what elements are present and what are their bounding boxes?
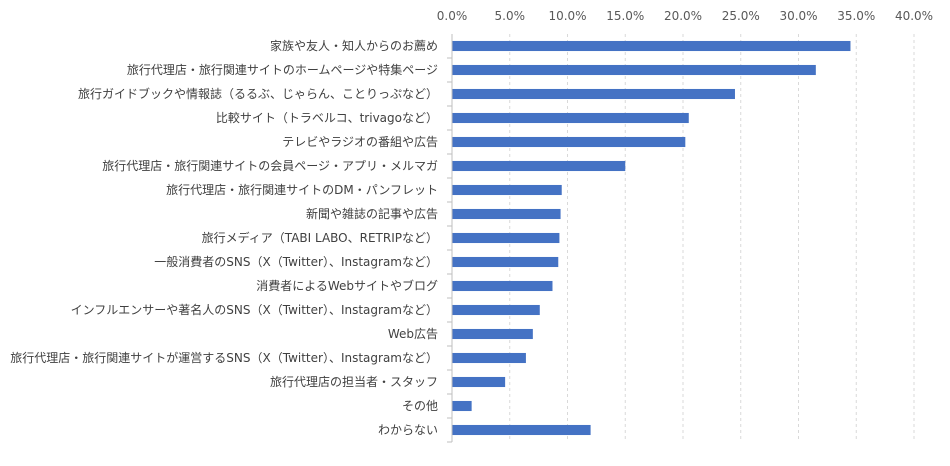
x-tick-label: 40.0% — [895, 9, 933, 23]
bar — [452, 352, 526, 364]
x-tick-label: 35.0% — [837, 9, 875, 23]
bar — [452, 400, 472, 412]
category-label: 旅行代理店・旅行関連サイトの会員ページ・アプリ・メルマガ — [102, 159, 438, 173]
x-tick-label: 15.0% — [606, 9, 644, 23]
bar — [452, 136, 686, 148]
bar — [452, 328, 533, 340]
bars — [452, 40, 851, 436]
category-label: テレビやラジオの番組や広告 — [282, 135, 438, 149]
bar — [452, 208, 561, 220]
category-label: その他 — [402, 399, 438, 413]
bar — [452, 88, 735, 100]
bar — [452, 424, 591, 436]
x-tick-label: 0.0% — [437, 9, 468, 23]
category-labels: 家族や友人・知人からのお薦め旅行代理店・旅行関連サイトのホームページや特集ページ… — [10, 38, 452, 443]
category-label: 旅行代理店・旅行関連サイトが運営するSNS（X（Twitter）、Instagr… — [10, 350, 438, 365]
bar — [452, 304, 540, 316]
bar — [452, 256, 559, 268]
bar — [452, 160, 626, 172]
category-label: 旅行メディア（TABI LABO、RETRIPなど） — [202, 230, 438, 245]
category-label: 旅行代理店の担当者・スタッフ — [270, 375, 438, 389]
category-label: 消費者によるWebサイトやブログ — [256, 278, 438, 293]
category-label: 旅行ガイドブックや情報誌（るるぶ、じゃらん、ことりっぷなど） — [78, 86, 438, 101]
x-tick-label: 5.0% — [495, 9, 526, 23]
bar — [452, 64, 816, 76]
bar — [452, 112, 689, 124]
category-label: 旅行代理店・旅行関連サイトのホームページや特集ページ — [127, 62, 438, 77]
x-tick-label: 25.0% — [722, 9, 760, 23]
category-label: 新聞や雑誌の記事や広告 — [306, 206, 438, 221]
category-label: 一般消費者のSNS（X（Twitter）、Instagramなど） — [154, 254, 438, 269]
category-label: 旅行代理店・旅行関連サイトのDM・パンフレット — [166, 183, 438, 197]
category-label: わからない — [378, 423, 438, 437]
x-tick-label: 30.0% — [779, 9, 817, 23]
category-label: 家族や友人・知人からのお薦め — [270, 38, 438, 53]
category-label: インフルエンサーや著名人のSNS（X（Twitter）、Instagramなど） — [71, 302, 438, 317]
bar — [452, 184, 562, 196]
x-tick-label: 20.0% — [664, 9, 702, 23]
bar — [452, 280, 553, 292]
category-label: Web広告 — [388, 327, 438, 341]
category-label: 比較サイト（トラベルコ、trivagoなど） — [216, 110, 438, 125]
bar — [452, 40, 851, 52]
x-axis-ticks: 0.0% 5.0% 10.0% 15.0% 20.0% 25.0% 30.0% 35.0% 40… — [437, 9, 933, 23]
bar — [452, 376, 506, 388]
bar — [452, 232, 560, 244]
x-tick-label: 10.0% — [548, 9, 586, 23]
